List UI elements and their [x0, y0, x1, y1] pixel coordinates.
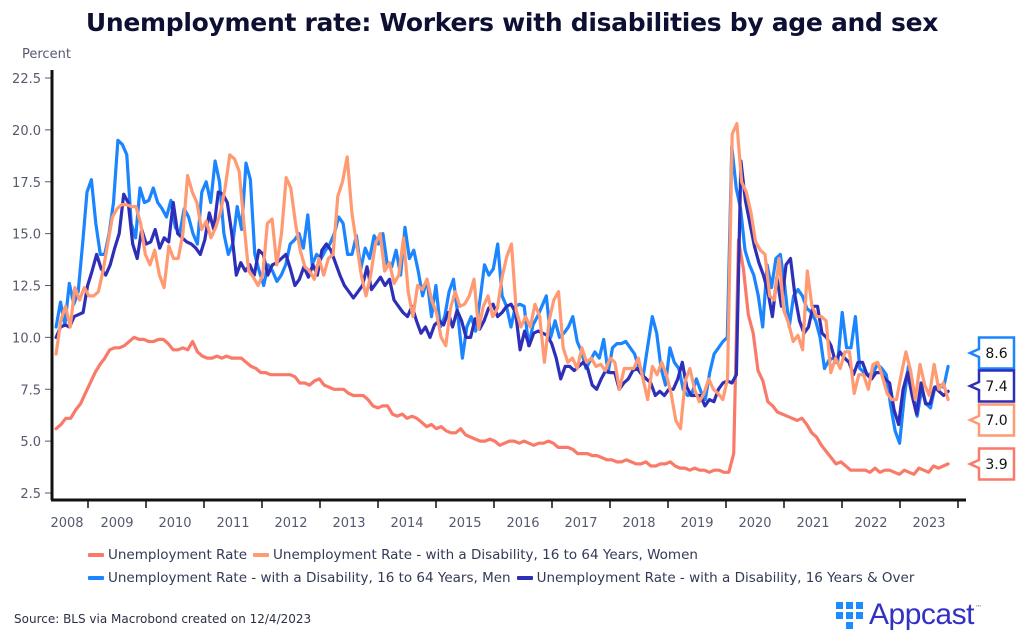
legend-swatch: [253, 552, 270, 557]
series-lines: [54, 121, 950, 476]
x-tick-label: 2020: [738, 516, 771, 531]
brand-name: Appcast: [869, 598, 974, 631]
y-tick-label: 22.5: [12, 72, 41, 87]
y-tick-label: 2.5: [20, 487, 41, 502]
x-tick-label: 2013: [332, 516, 365, 531]
legend-label: Unemployment Rate - with a Disability, 1…: [273, 546, 698, 563]
end-label-box: [966, 369, 1016, 403]
legend-item-disability-men: Unemployment Rate - with a Disability, 1…: [88, 570, 511, 586]
end-label-box: [966, 403, 1016, 437]
y-tick-label: 7.5: [20, 383, 41, 398]
y-tick-label: 5.0: [20, 435, 41, 450]
legend: Unemployment Rate Unemployment Rate - wi…: [88, 543, 920, 589]
x-tick-label: 2014: [390, 516, 423, 531]
x-tick-label: 2016: [506, 516, 539, 531]
logo-grid-icon: [836, 601, 863, 629]
x-tick-label: 2012: [274, 516, 307, 531]
end-label-box: [966, 447, 1016, 481]
series-line-0: [54, 238, 950, 476]
source-note: Source: BLS via Macrobond created on 12/…: [14, 612, 312, 626]
x-tick-label: 2023: [912, 516, 945, 531]
x-tick-label: 2008: [50, 516, 83, 531]
y-axis-ticks: 2.5 5.0 7.5 10.0 12.5 15.0 17.5 20.0 22.5: [12, 72, 52, 502]
y-axis-unit-label: Percent: [22, 47, 71, 62]
x-tick-label: 2021: [796, 516, 829, 531]
y-tick-label: 10.0: [12, 331, 41, 346]
end-value-labels: 8.6 7.4 7.0 3.9: [966, 336, 1016, 481]
y-tick-label: 17.5: [12, 176, 41, 191]
appcast-logo: Appcast ™: [836, 598, 982, 632]
y-tick-label: 15.0: [12, 228, 41, 243]
end-label-box: [966, 336, 1016, 370]
legend-item-disability-16-over: Unemployment Rate - with a Disability, 1…: [516, 569, 915, 586]
x-tick-label: 2022: [854, 516, 887, 531]
legend-item-unemployment-rate: Unemployment Rate: [88, 547, 247, 563]
x-tick-label: 2017: [564, 516, 597, 531]
chart-title: Unemployment rate: Workers with disabili…: [85, 8, 939, 37]
x-tick-label: 2018: [622, 516, 655, 531]
end-label-value: 7.0: [985, 413, 1007, 429]
legend-label: Unemployment Rate: [108, 546, 248, 563]
legend-swatch: [516, 575, 533, 580]
end-label-value: 3.9: [985, 457, 1007, 473]
series-line-3: [54, 159, 950, 427]
x-axis-ticks: 2008 2009 2010 2011 2012 2013 2014 2015 2016 2017…: [50, 500, 959, 531]
trademark-symbol: ™: [974, 604, 982, 612]
y-tick-label: 12.5: [12, 280, 41, 295]
x-tick-label: 2011: [216, 516, 249, 531]
legend-label: Unemployment Rate - with a Disability, 1…: [536, 569, 915, 586]
x-tick-label: 2019: [680, 516, 713, 531]
end-label-value: 7.4: [985, 379, 1007, 395]
x-tick-label: 2015: [448, 516, 481, 531]
x-tick-label: 2009: [100, 516, 133, 531]
legend-label: Unemployment Rate - with a Disability, 1…: [108, 569, 511, 586]
legend-swatch: [88, 575, 104, 580]
legend-swatch: [88, 552, 104, 557]
series-line-1: [54, 121, 950, 431]
end-label-value: 8.6: [985, 346, 1007, 362]
series-line-2: [54, 138, 950, 445]
x-tick-label: 2010: [158, 516, 191, 531]
legend-item-disability-women: Unemployment Rate - with a Disability, 1…: [253, 547, 698, 563]
y-tick-label: 20.0: [12, 124, 41, 139]
